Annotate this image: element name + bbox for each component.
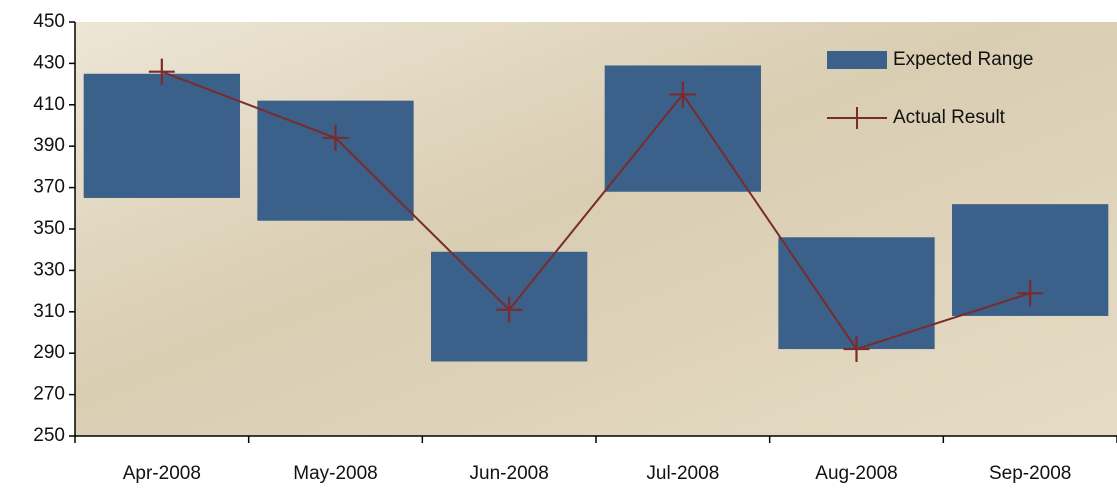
x-tick-label: May-2008 (293, 463, 378, 484)
x-tick-label: Jun-2008 (470, 463, 549, 484)
point-marker (148, 58, 175, 85)
y-tick-label: 370 (33, 177, 65, 198)
point-marker (843, 336, 870, 363)
legend-label: Expected Range (893, 49, 1034, 70)
point-marker (1017, 280, 1044, 307)
plot-background (75, 22, 1117, 436)
y-tick-label: 290 (33, 342, 65, 363)
point-marker (669, 81, 696, 108)
y-tick-label: 390 (33, 135, 65, 156)
range-bar (257, 100, 414, 221)
x-tick-label: Apr-2008 (123, 463, 201, 484)
y-tick-label: 310 (33, 301, 65, 322)
x-tick-label: Sep-2008 (989, 463, 1071, 484)
legend-swatch (827, 51, 887, 69)
point-marker (496, 296, 523, 323)
range-bar (778, 237, 935, 350)
y-tick-label: 410 (33, 94, 65, 115)
y-tick-label: 430 (33, 52, 65, 73)
point-marker (322, 124, 349, 151)
legend-label: Actual Result (893, 107, 1006, 128)
y-tick-label: 270 (33, 384, 65, 405)
range-bar (83, 73, 240, 198)
x-tick-label: Aug-2008 (815, 463, 897, 484)
y-tick-label: 350 (33, 218, 65, 239)
y-tick-label: 330 (33, 259, 65, 280)
x-tick-label: Jul-2008 (646, 463, 719, 484)
y-tick-label: 250 (33, 425, 65, 446)
line (161, 70, 1031, 351)
y-tick-label: 450 (33, 11, 65, 32)
